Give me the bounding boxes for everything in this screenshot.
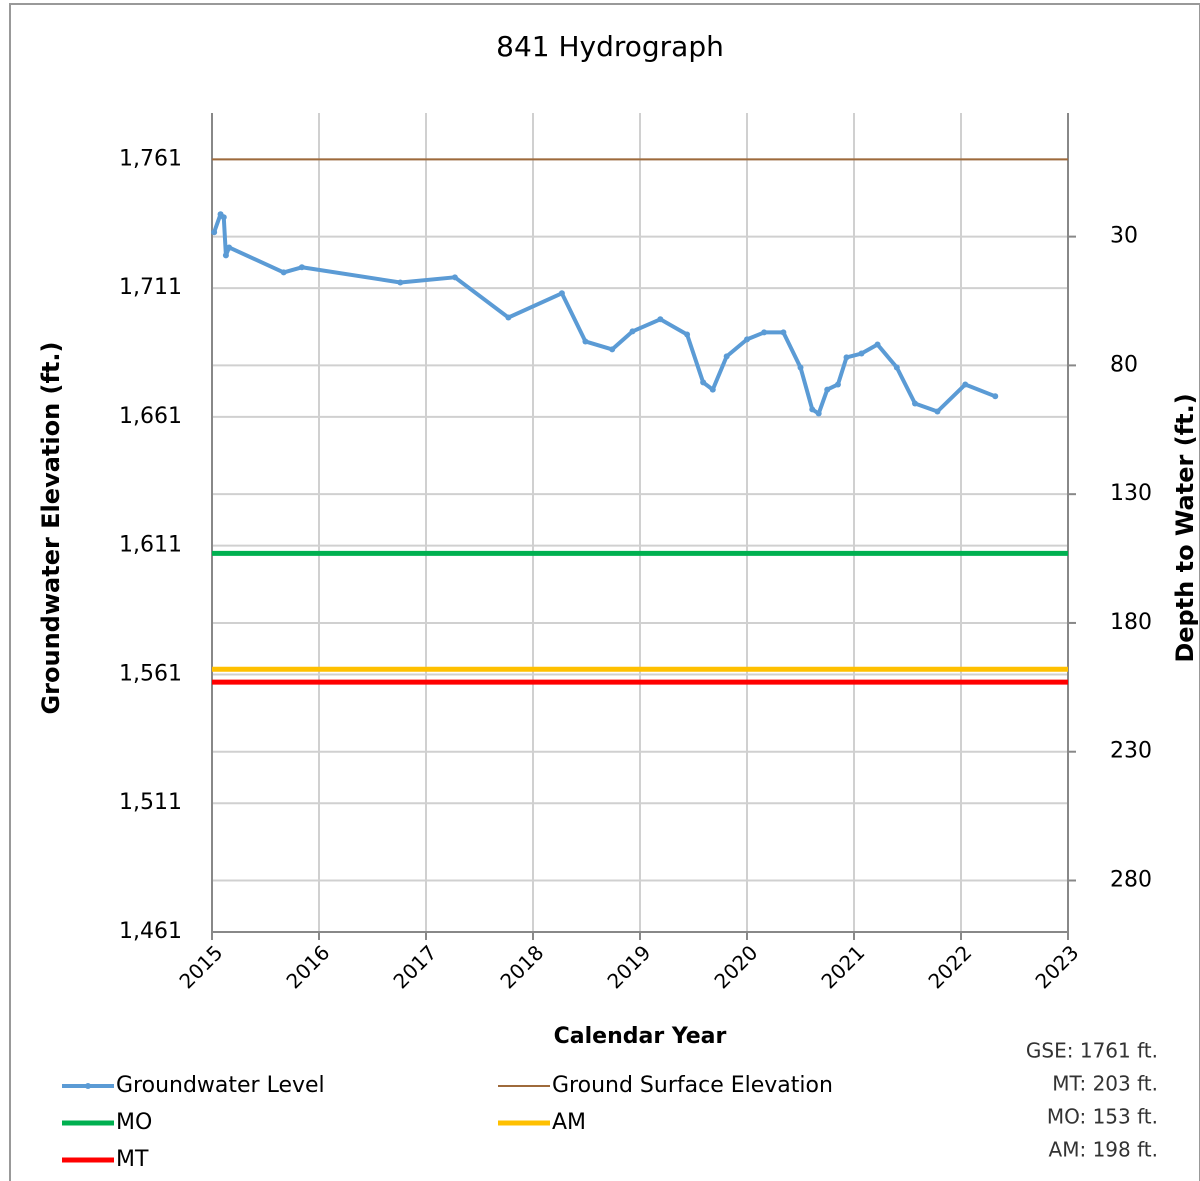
data-point bbox=[911, 400, 918, 407]
y2-tick-label: 30 bbox=[1110, 224, 1138, 249]
data-point bbox=[451, 274, 458, 281]
y-tick-label: 1,511 bbox=[119, 790, 182, 815]
data-point bbox=[874, 341, 881, 348]
data-point bbox=[843, 354, 850, 361]
x-tick-label: 2022 bbox=[923, 940, 976, 993]
annotation: GSE: 1761 ft. bbox=[1026, 1039, 1158, 1063]
x-tick-label: 2020 bbox=[709, 940, 762, 993]
y-tick-label: 1,761 bbox=[119, 146, 182, 171]
x-tick-label: 2017 bbox=[388, 940, 441, 993]
data-point bbox=[744, 336, 750, 343]
annotation: MT: 203 ft. bbox=[1052, 1072, 1158, 1096]
data-point bbox=[858, 350, 865, 357]
x-axis-title: Calendar Year bbox=[554, 1024, 727, 1049]
x-tick-label: 2016 bbox=[281, 940, 334, 993]
x-tick-label: 2015 bbox=[174, 940, 227, 993]
legend-marker bbox=[85, 1083, 91, 1089]
y2-tick-label: 280 bbox=[1110, 867, 1152, 892]
x-tick-label: 2023 bbox=[1030, 940, 1083, 993]
y-tick-label: 1,461 bbox=[119, 919, 182, 944]
legend-label: Ground Surface Elevation bbox=[552, 1073, 833, 1098]
data-point bbox=[834, 381, 841, 388]
y2-axis-title: Depth to Water (ft.) bbox=[1171, 393, 1199, 662]
data-point bbox=[934, 408, 941, 415]
y-tick-label: 1,711 bbox=[119, 275, 182, 300]
data-point bbox=[809, 406, 816, 413]
y2-tick-label: 80 bbox=[1110, 352, 1138, 377]
data-point bbox=[629, 328, 636, 335]
chart-border bbox=[9, 3, 1200, 1181]
legend-label: AM bbox=[552, 1110, 586, 1135]
annotation: AM: 198 ft. bbox=[1049, 1138, 1158, 1162]
data-point bbox=[505, 314, 512, 321]
y-tick-label: 1,561 bbox=[119, 661, 182, 686]
annotation: MO: 153 ft. bbox=[1047, 1105, 1158, 1129]
chart-title: 841 Hydrograph bbox=[496, 30, 724, 63]
data-point bbox=[684, 331, 691, 338]
data-point bbox=[220, 214, 227, 221]
data-point bbox=[992, 393, 999, 400]
y-tick-label: 1,661 bbox=[119, 404, 182, 429]
data-point bbox=[797, 364, 804, 371]
y2-tick-label: 130 bbox=[1110, 481, 1152, 506]
data-point bbox=[226, 244, 233, 251]
legend-label: MO bbox=[116, 1110, 152, 1135]
data-point bbox=[222, 252, 229, 259]
data-point bbox=[962, 381, 969, 388]
data-point bbox=[893, 364, 900, 371]
data-point bbox=[824, 386, 831, 393]
data-point bbox=[815, 410, 822, 417]
y-tick-label: 1,611 bbox=[119, 533, 182, 558]
data-point bbox=[657, 316, 664, 323]
legend-label: Groundwater Level bbox=[116, 1073, 325, 1098]
data-point bbox=[609, 346, 616, 353]
data-point bbox=[700, 379, 707, 386]
data-point bbox=[761, 329, 768, 336]
y2-tick-label: 180 bbox=[1110, 610, 1152, 635]
x-tick-label: 2021 bbox=[816, 940, 869, 993]
series-line bbox=[212, 212, 996, 416]
data-point bbox=[397, 279, 404, 286]
data-point bbox=[211, 229, 218, 236]
data-point bbox=[298, 264, 305, 271]
data-point bbox=[723, 353, 730, 360]
legend-label: MT bbox=[116, 1147, 149, 1172]
data-point bbox=[582, 338, 589, 345]
y-axis-title: Groundwater Elevation (ft.) bbox=[37, 341, 65, 714]
x-tick-label: 2018 bbox=[495, 940, 548, 993]
data-point bbox=[558, 290, 565, 297]
data-point bbox=[780, 329, 787, 336]
data-point bbox=[709, 386, 716, 393]
x-tick-label: 2019 bbox=[602, 940, 655, 993]
data-point bbox=[280, 269, 287, 276]
y2-tick-label: 230 bbox=[1110, 739, 1152, 764]
